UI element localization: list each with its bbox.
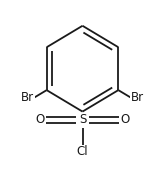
Text: Br: Br — [131, 91, 144, 104]
Text: O: O — [120, 114, 129, 127]
Text: S: S — [79, 114, 86, 127]
Text: Cl: Cl — [77, 146, 88, 159]
Text: Br: Br — [21, 91, 34, 104]
Text: O: O — [36, 114, 45, 127]
